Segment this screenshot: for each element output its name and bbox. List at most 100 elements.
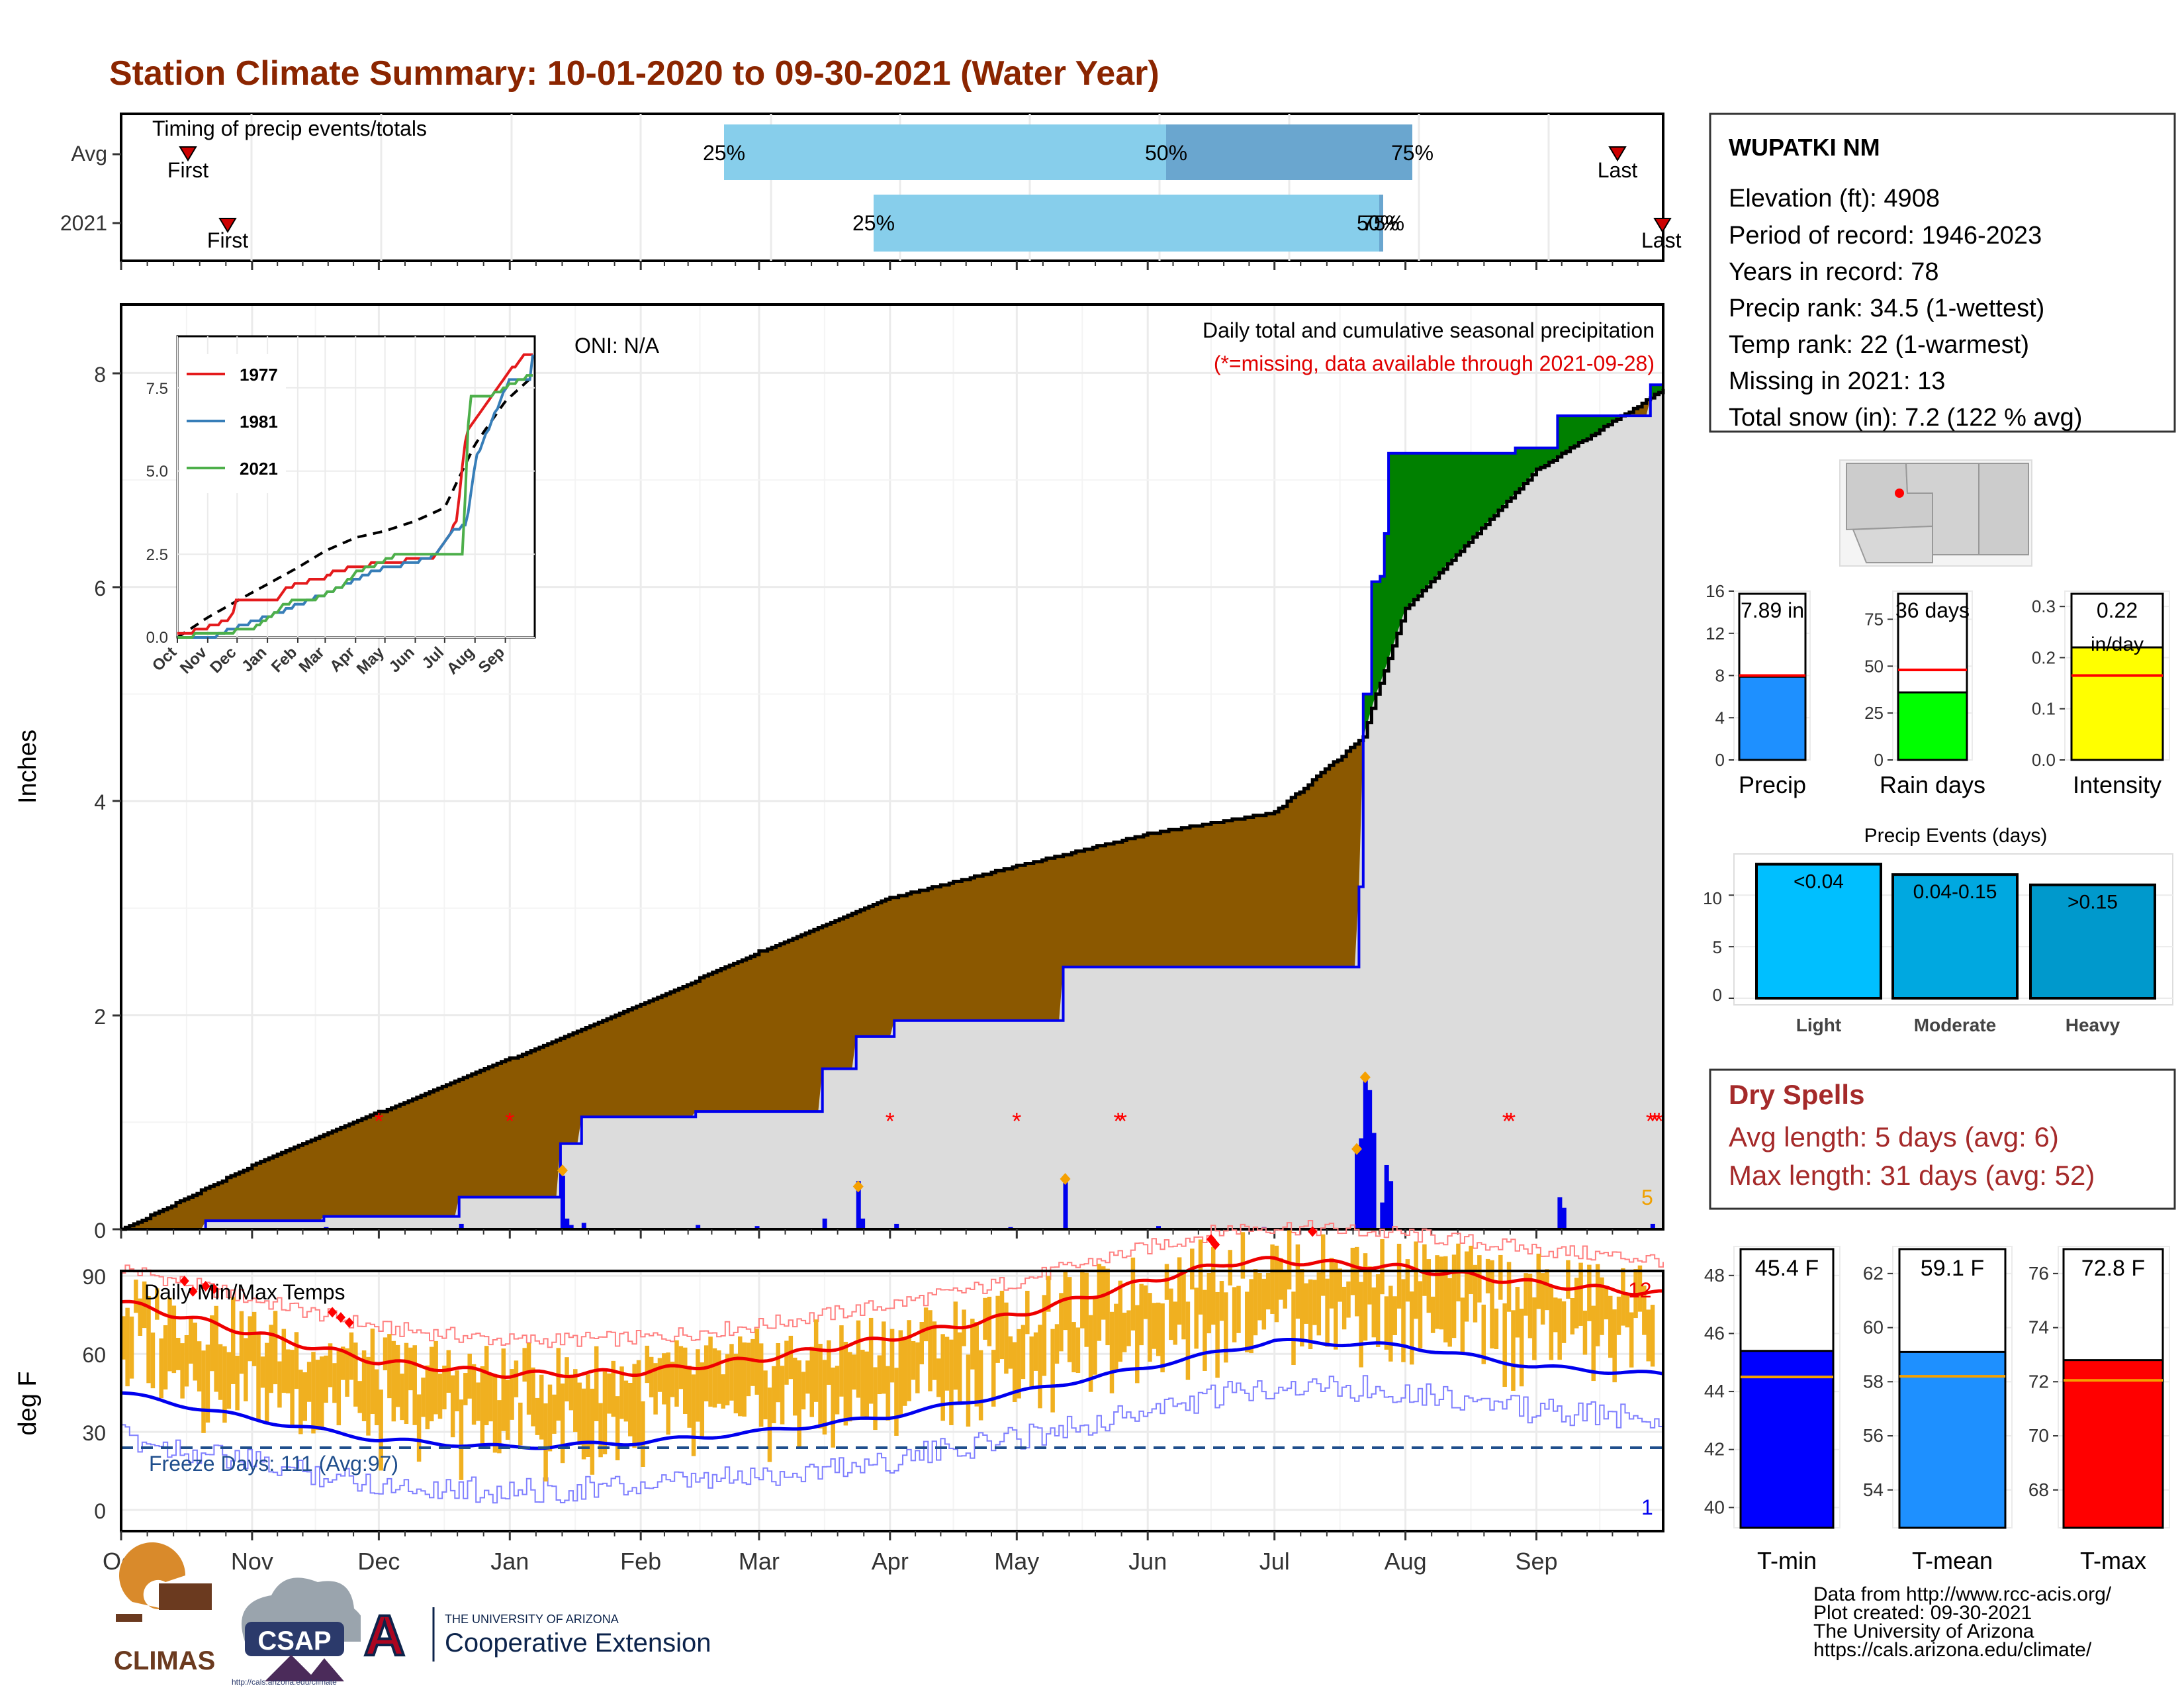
- daily-bar-21: [1561, 1207, 1567, 1229]
- temp-label-2: T-max: [2080, 1547, 2146, 1574]
- x-tick-apr: Apr: [872, 1548, 909, 1575]
- precip-y-tick-4: 4: [94, 790, 106, 814]
- x-tick-jul: Jul: [1259, 1548, 1290, 1575]
- event-category-2: Heavy: [2066, 1015, 2120, 1035]
- mini-label-2: Intensity: [2073, 771, 2161, 798]
- ua-small-text: THE UNIVERSITY OF ARIZONA: [445, 1613, 619, 1626]
- x-tick-dec: Dec: [357, 1548, 400, 1575]
- climas-text: CLIMAS: [114, 1646, 215, 1675]
- missing-star-1: *: [505, 1107, 514, 1135]
- precip-frame: [120, 303, 1664, 1231]
- temp-tick-0-4: 48: [1704, 1265, 1725, 1286]
- avg-p50-label: 50%: [1145, 141, 1187, 165]
- 2021-p50-label: 50%: [1357, 211, 1399, 235]
- precip-panel: * * * * ** ** *** ONI: N/A Daily total and cum…: [14, 303, 1665, 1243]
- mini-value-0: 7.89 in: [1741, 598, 1804, 622]
- ua-cooperative-extension: Cooperative Extension: [445, 1628, 711, 1658]
- mini-label-1: Rain days: [1880, 771, 1985, 798]
- event-bar-label-1: 0.04-0.15: [1913, 881, 1997, 903]
- missing-star-0: *: [374, 1107, 383, 1135]
- record-high-marker-5: [336, 1312, 345, 1323]
- csap-text: CSAP: [257, 1626, 331, 1656]
- station-period: Period of record: 1946-2023: [1729, 222, 2042, 250]
- record-high-marker-1: [188, 1286, 198, 1297]
- temp-y-tick-30: 30: [82, 1421, 106, 1445]
- temp-y-tick-0: 0: [94, 1499, 106, 1523]
- record-markers: [179, 1226, 1318, 1329]
- station-name: WUPATKI NM: [1729, 134, 1880, 161]
- legend-1981: 1981: [240, 412, 278, 432]
- missing-star-2: *: [886, 1107, 895, 1135]
- temp-tick-2-3: 74: [2028, 1317, 2049, 1338]
- mini-value-unit-2: in/day: [2091, 633, 2144, 655]
- avg-first-label: First: [167, 158, 208, 182]
- 2021-timing-bar-25-50: [874, 195, 1383, 252]
- mini-tick-1-3: 75: [1864, 610, 1884, 630]
- daily-bar-15: [1367, 1090, 1373, 1229]
- temp-bar-value-0: [1739, 1350, 1835, 1529]
- station-location-dot: [1895, 489, 1904, 498]
- event-bar-moderate: [1891, 873, 2019, 1000]
- x-tick-may: May: [994, 1548, 1039, 1575]
- event-category-1: Moderate: [1914, 1015, 1996, 1035]
- daily-precip-bars: [324, 1071, 1655, 1229]
- avg-p75-label: 75%: [1391, 141, 1433, 165]
- 2021-timing-bar-50-75: [1379, 195, 1383, 252]
- timing-row-2021: 2021: [60, 211, 107, 235]
- station-elevation: Elevation (ft): 4908: [1729, 185, 1940, 212]
- temp-tick-0-3: 46: [1704, 1323, 1725, 1343]
- daily-bar-20: [1557, 1197, 1563, 1229]
- temp-x-ticks: Oct Nov Dec Jan Feb Mar Apr May Jun Jul Aug Sep: [103, 1531, 1639, 1575]
- dry-spells-avg: Avg length: 5 days (avg: 6): [1729, 1121, 2059, 1152]
- temp-tick-2-2: 72: [2028, 1371, 2049, 1391]
- inset-1977-line: [177, 353, 533, 635]
- x-tick-feb: Feb: [620, 1548, 661, 1575]
- daily-bar-22: [1650, 1223, 1655, 1229]
- avg-timing-bar-50-75: [1166, 124, 1412, 180]
- x-tick-mar: Mar: [739, 1548, 780, 1575]
- oni-label: ONI: N/A: [574, 334, 660, 357]
- event-bar-label-2: >0.15: [2068, 892, 2118, 914]
- timing-row-avg: Avg: [71, 142, 107, 165]
- temp-bar-value-1: [1898, 1350, 2007, 1529]
- precip-y-tick-8: 8: [94, 363, 106, 387]
- mini-tick-0-0: 0: [1715, 750, 1725, 770]
- temp-panel: Daily Min/Max Temps Freeze Days: 111 (Av…: [14, 1220, 1664, 1575]
- daily-bar-19: [1388, 1181, 1394, 1229]
- temp-chart-t-mean: 54 56 58 60 62 59.1 F T-mean: [1863, 1246, 2013, 1574]
- mini-tick-2-1: 0.1: [2032, 699, 2056, 719]
- avg-first-marker: [179, 146, 197, 162]
- page-title: Station Climate Summary: 10-01-2020 to 0…: [109, 54, 1160, 93]
- missing-star-8: *: [1646, 1107, 1655, 1135]
- mini-tick-0-2: 8: [1715, 666, 1725, 686]
- temp-chart-t-max: 68 70 72 74 76 72.8 F T-max: [2028, 1246, 2170, 1574]
- daily-bar-10: [894, 1223, 899, 1229]
- mini-chart-rain-days: 0 25 50 75 36 days Rain days: [1864, 590, 1985, 798]
- precip-subtitle: Daily total and cumulative seasonal prec…: [1203, 318, 1655, 342]
- station-years: Years in record: 78: [1729, 258, 1939, 286]
- dry-spells-title: Dry Spells: [1729, 1079, 1864, 1110]
- max-marker-2: [1060, 1173, 1071, 1186]
- legend-2021: 2021: [240, 459, 278, 479]
- record-high-marker-2: [201, 1281, 210, 1292]
- dry-spells-max: Max length: 31 days (avg: 52): [1729, 1160, 2095, 1191]
- temp-label-0: T-min: [1757, 1547, 1817, 1574]
- timing-panel: Timing of precip events/totals 25% 50% 7…: [60, 113, 1682, 270]
- mini-tick-1-1: 25: [1864, 703, 1884, 723]
- temp-y-axis: 0 30 60 90 deg F: [14, 1265, 106, 1523]
- mini-tick-2-0: 0.0: [2032, 750, 2056, 770]
- record-high-count: 12: [1628, 1278, 1652, 1302]
- daily-bar-4: [569, 1225, 574, 1229]
- daily-bar-9: [860, 1218, 866, 1229]
- csap-logo: CSAP http://cals.arizona.edu/climate: [232, 1577, 365, 1687]
- timing-x-ticks: [120, 261, 1639, 270]
- mini-tick-0-4: 16: [1706, 581, 1725, 601]
- climas-logo: CLIMAS: [114, 1542, 215, 1675]
- missing-note: (*=missing, data available through 2021-…: [1214, 352, 1655, 375]
- record-max-line: [121, 1220, 1664, 1348]
- event-bar-label-0: <0.04: [1794, 871, 1844, 893]
- inset-legend: [180, 354, 286, 493]
- mini-tick-0-1: 4: [1715, 708, 1725, 727]
- temp-tick-2-1: 70: [2028, 1425, 2049, 1446]
- mini-chart-intensity: 0.0 0.1 0.2 0.3 0.22 in/day Intensity: [2032, 590, 2170, 798]
